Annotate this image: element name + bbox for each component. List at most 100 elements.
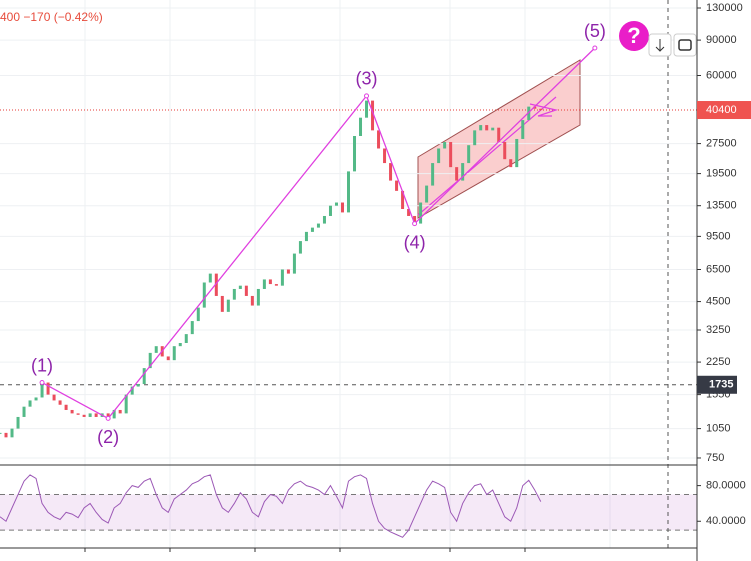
candle [154,346,158,353]
candle [184,334,188,343]
candle [0,432,2,434]
candle [515,138,519,168]
y-tick-label: 1050 [706,423,730,435]
candle [479,125,483,131]
y-tick-label: 6500 [706,263,730,275]
candle [262,279,266,289]
candle [70,409,74,414]
candle [172,346,176,361]
candle [328,205,332,216]
last-price-badge [697,101,751,120]
candle [58,400,62,405]
candle [353,135,357,172]
y-tick-label: 60000 [706,69,737,81]
candle [292,253,296,274]
candle [377,130,381,149]
candle [334,202,338,206]
candle [443,142,447,149]
candle [268,279,272,285]
wave-label: (5) [584,21,606,41]
triangle [529,103,559,117]
candle [124,394,128,414]
candle [94,413,98,417]
wave-label: (2) [97,427,119,447]
candle [148,352,152,369]
candle [52,394,56,401]
candle [16,416,20,429]
candle [371,100,375,131]
candle [425,185,429,203]
wave-label: (3) [356,69,378,89]
candle [256,288,260,306]
candle [419,202,423,224]
y-tick-label: 2250 [706,356,730,368]
candle [298,241,302,254]
wave-point [412,221,418,227]
y-tick-label: 13500 [706,200,737,212]
candle [347,171,350,213]
candle [4,432,8,438]
marked-level-badge [697,375,737,394]
candle [437,148,441,164]
candle [389,163,393,181]
candle [142,368,146,385]
candle [461,163,465,181]
candle [244,285,248,296]
wave-point [592,45,598,51]
rsi-line [0,474,542,538]
time-ticks [84,548,526,552]
candle [503,142,507,160]
y-tick-label: 90000 [706,34,737,46]
candle [467,145,471,164]
candle [280,269,284,286]
candle [497,127,501,143]
candle [521,120,525,139]
candle [136,384,140,387]
wave-point [105,415,111,421]
help-button[interactable] [619,21,649,51]
rsi-band [0,494,697,531]
candle [539,108,543,111]
candle [395,180,399,191]
candle [64,404,68,410]
last-price-label: 40400 [706,104,737,116]
fullscreen-button[interactable] [673,33,697,57]
candle [40,382,44,398]
y-tick-label: 130000 [706,2,743,14]
wave-point [39,380,45,386]
y-tick-label: 27500 [706,138,737,150]
candle [250,295,254,306]
candle [485,125,489,131]
candle [527,106,531,121]
time-grid [84,0,611,548]
y-tick-label: 4500 [706,295,730,307]
candle [220,295,224,312]
candle [178,342,182,347]
candle [322,215,326,224]
candle [238,285,242,289]
candle [202,282,206,308]
candle [401,190,405,209]
candle [226,299,230,312]
candle [106,413,110,419]
candle [310,227,314,232]
candle [431,163,435,186]
candle [455,167,459,181]
help-icon[interactable]: ? [627,23,640,48]
candle [304,231,308,242]
wave-label: (1) [31,355,53,375]
candle [473,130,477,146]
candle [130,386,134,395]
candle [533,106,537,109]
download-button[interactable] [648,33,672,57]
candle [34,397,38,401]
candle [365,100,369,118]
channel-mid [417,96,557,216]
candle [491,127,495,131]
candle [383,148,387,164]
candle [28,400,32,407]
candle [286,269,290,274]
y-tick-label: 9500 [706,230,730,242]
candle [509,159,513,168]
